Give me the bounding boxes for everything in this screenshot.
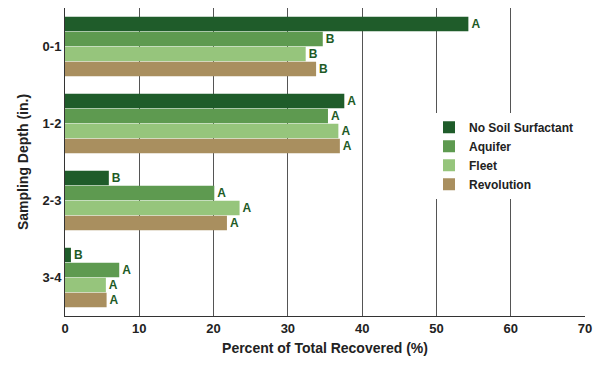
svg-text:0-1: 0-1 bbox=[43, 39, 62, 54]
svg-text:10: 10 bbox=[132, 321, 146, 336]
svg-text:B: B bbox=[309, 47, 318, 61]
svg-text:B: B bbox=[112, 171, 121, 185]
svg-text:Aquifer: Aquifer bbox=[469, 140, 511, 154]
svg-text:Sampling Depth (in.): Sampling Depth (in.) bbox=[15, 94, 31, 230]
svg-text:A: A bbox=[230, 216, 239, 230]
svg-text:A: A bbox=[341, 124, 350, 138]
svg-text:0: 0 bbox=[61, 321, 68, 336]
svg-text:70: 70 bbox=[578, 321, 592, 336]
svg-text:3-4: 3-4 bbox=[43, 270, 63, 285]
svg-text:60: 60 bbox=[503, 321, 517, 336]
svg-text:A: A bbox=[217, 186, 226, 200]
svg-text:A: A bbox=[331, 109, 340, 123]
svg-text:A: A bbox=[243, 201, 252, 215]
svg-text:B: B bbox=[326, 32, 335, 46]
svg-text:No Soil Surfactant: No Soil Surfactant bbox=[469, 121, 573, 135]
svg-text:1-2: 1-2 bbox=[43, 116, 62, 131]
svg-text:20: 20 bbox=[206, 321, 220, 336]
svg-text:A: A bbox=[110, 293, 119, 307]
svg-text:40: 40 bbox=[355, 321, 369, 336]
svg-text:A: A bbox=[343, 139, 352, 153]
svg-text:B: B bbox=[319, 62, 328, 76]
svg-text:30: 30 bbox=[281, 321, 295, 336]
svg-text:B: B bbox=[74, 248, 83, 262]
svg-text:A: A bbox=[347, 94, 356, 108]
svg-text:A: A bbox=[122, 263, 131, 277]
svg-text:50: 50 bbox=[429, 321, 443, 336]
svg-text:Fleet: Fleet bbox=[469, 159, 497, 173]
svg-text:A: A bbox=[471, 17, 480, 31]
svg-text:Revolution: Revolution bbox=[469, 178, 531, 192]
svg-text:A: A bbox=[109, 278, 118, 292]
svg-text:Percent of Total Recovered (%): Percent of Total Recovered (%) bbox=[222, 340, 428, 356]
svg-text:2-3: 2-3 bbox=[43, 193, 62, 208]
